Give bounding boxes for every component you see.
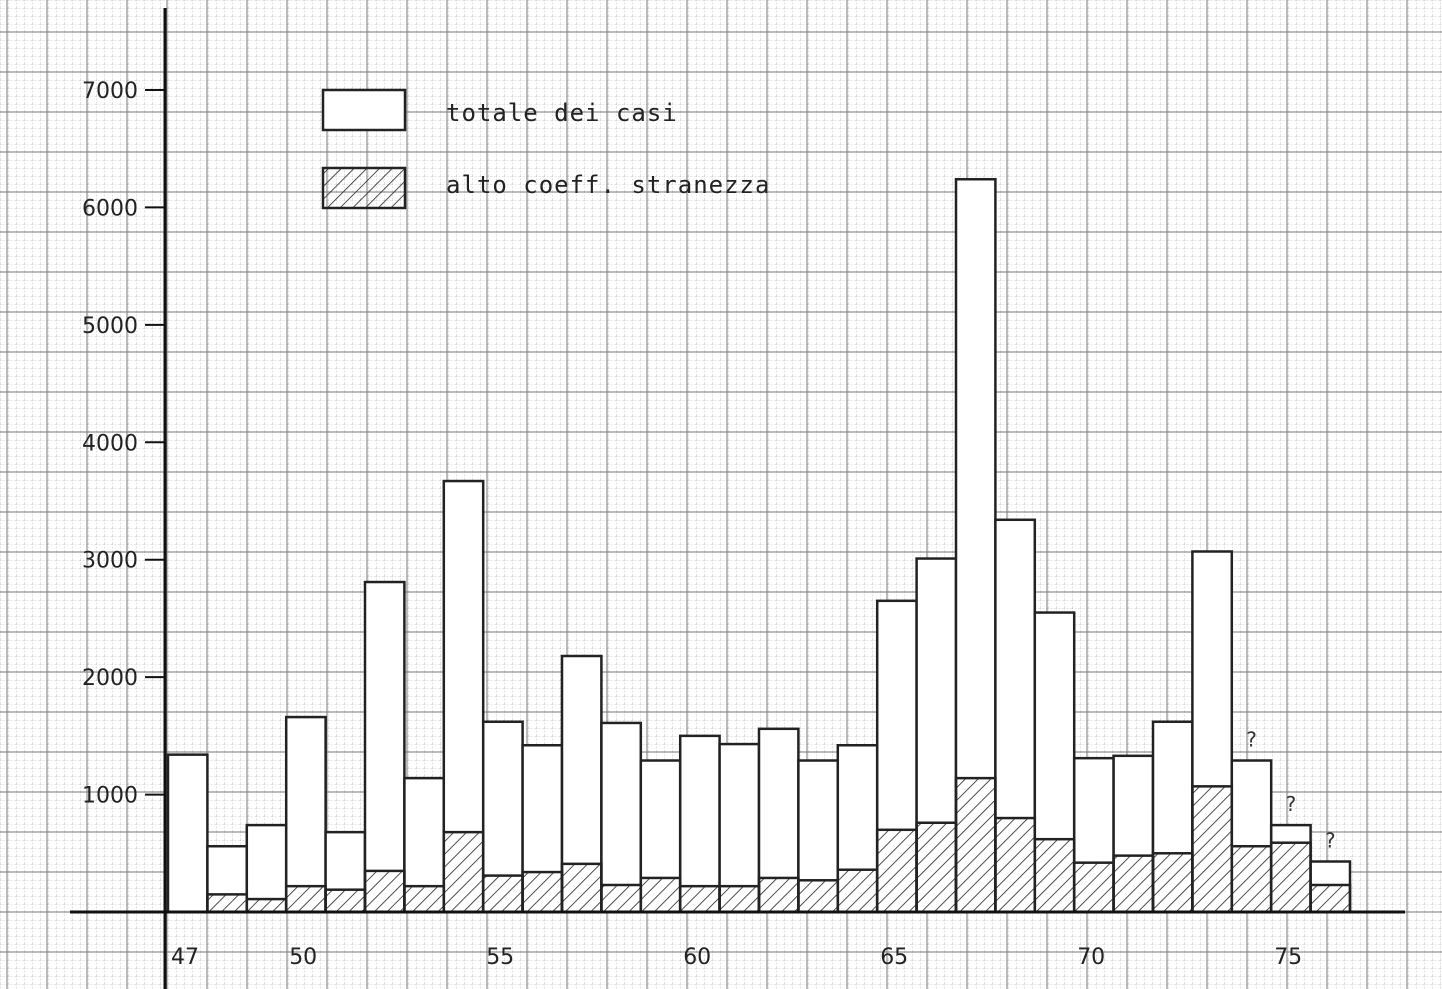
bar-strangeness-48 xyxy=(206,893,249,914)
bar-strangeness-71 xyxy=(1112,854,1155,914)
y-tick-label: 6000 xyxy=(82,196,138,221)
y-tick-label: 4000 xyxy=(82,431,138,456)
bar-strangeness-58 xyxy=(600,883,643,914)
bar-strangeness-52 xyxy=(363,869,406,914)
x-tick-label: 60 xyxy=(683,945,711,970)
y-tick-label: 7000 xyxy=(82,79,138,104)
x-tick-label: 55 xyxy=(486,945,514,970)
x-ticks: 47 50 55 60 65 70 75 xyxy=(171,945,1302,970)
bar-strangeness-66 xyxy=(915,821,958,914)
bar-total-52 xyxy=(363,580,406,914)
bar-strangeness-55 xyxy=(481,874,524,914)
bar-strangeness-54 xyxy=(442,830,485,914)
annotation-question-mark: ? xyxy=(1246,728,1257,752)
bar-strangeness-60 xyxy=(678,884,721,914)
x-tick-label: 65 xyxy=(880,945,908,970)
bar-total-47 xyxy=(166,753,209,914)
bar-total-50 xyxy=(284,715,327,914)
bar-total-61 xyxy=(718,742,761,914)
annotations: ??? xyxy=(1246,728,1335,853)
y-tick-label: 3000 xyxy=(82,549,138,574)
y-tick-label: 1000 xyxy=(82,784,138,809)
x-tick-label: 70 xyxy=(1077,945,1105,970)
bar-strangeness-69 xyxy=(1033,837,1076,914)
bar-strangeness-63 xyxy=(797,879,840,914)
legend-label-strangeness: alto coeff. stranezza xyxy=(446,171,770,199)
bar-strangeness-49 xyxy=(245,897,288,914)
annotation-question-mark: ? xyxy=(1286,792,1297,816)
bar-strangeness-73 xyxy=(1191,785,1234,914)
bar-strangeness-74 xyxy=(1230,844,1273,914)
bar-strangeness-59 xyxy=(639,876,682,914)
bar-strangeness-72 xyxy=(1151,852,1194,914)
bar-strangeness-75 xyxy=(1269,841,1312,914)
y-tick-label: 5000 xyxy=(82,314,138,339)
bar-strangeness-57 xyxy=(560,862,603,914)
bar-strangeness-53 xyxy=(403,884,446,914)
bar-strangeness-65 xyxy=(875,828,918,914)
bar-strangeness-64 xyxy=(836,868,879,914)
bar-strangeness-51 xyxy=(324,888,367,914)
bar-strangeness-62 xyxy=(757,876,800,914)
bar-strangeness-67 xyxy=(954,776,997,914)
bar-total-49 xyxy=(245,823,288,914)
legend: totale dei casi alto coeff. stranezza xyxy=(321,88,770,210)
bar-strangeness-76 xyxy=(1309,883,1352,914)
x-tick-label: 75 xyxy=(1274,945,1302,970)
bar-strangeness-61 xyxy=(718,884,761,914)
y-ticks: 1000 2000 3000 4000 5000 6000 7000 xyxy=(82,79,165,809)
legend-label-total: totale dei casi xyxy=(446,99,678,127)
annotation-question-mark: ? xyxy=(1325,829,1336,853)
x-tick-label: 50 xyxy=(289,945,317,970)
x-tick-label: 47 xyxy=(171,945,199,970)
legend-swatch-strangeness xyxy=(321,166,407,210)
bar-strangeness-68 xyxy=(994,816,1037,914)
legend-swatch-total xyxy=(321,88,407,132)
bar-strangeness-56 xyxy=(521,870,564,914)
bar-strangeness-50 xyxy=(284,884,327,914)
bar-total-58 xyxy=(600,721,643,914)
y-tick-label: 2000 xyxy=(82,666,138,691)
bar-strangeness-70 xyxy=(1072,861,1115,914)
